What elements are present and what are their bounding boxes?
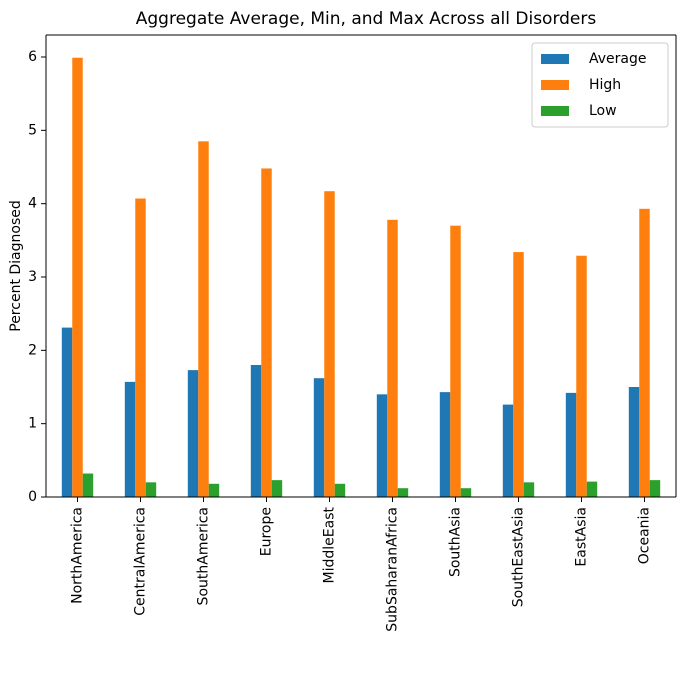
legend-swatch-high [541,80,569,90]
y-tick-label: 3 [28,269,37,285]
bar-high-southamerica [198,141,209,497]
bars-group [61,57,661,498]
x-tick-label: Oceania [637,507,653,564]
bar-high-northamerica [72,57,83,497]
bar-high-subsaharanafrica [387,219,398,498]
bar-low-oceania [649,480,661,497]
legend-swatch-average [541,54,569,64]
x-tick-label: SouthAmerica [196,507,212,605]
chart-title: Aggregate Average, Min, and Max Across a… [136,9,597,29]
y-tick-label: 5 [28,122,37,138]
y-tick-label: 2 [28,342,37,358]
x-tick-label: Europe [259,507,275,556]
y-tick-label: 4 [28,196,37,212]
bar-average-middleeast [313,378,325,497]
y-tick-label: 0 [28,489,37,505]
bar-high-europe [261,168,272,497]
bar-low-eastasia [586,481,598,497]
bar-low-southamerica [208,483,220,497]
bar-average-eastasia [565,392,577,497]
bar-average-centralamerica [124,381,136,497]
bar-low-centralamerica [145,482,157,497]
bar-average-oceania [628,387,640,497]
bar-average-southasia [439,392,451,497]
y-axis-label: Percent Diagnosed [8,200,24,332]
bar-high-oceania [639,208,650,498]
legend-label-high: High [589,77,621,93]
axes-group [45,34,677,498]
bar-average-southamerica [187,370,199,497]
bar-high-centralamerica [135,198,146,497]
legend-swatch-low [541,106,569,116]
bar-low-middleeast [334,483,346,497]
bar-low-europe [271,480,283,497]
bar-average-subsaharanafrica [376,394,388,497]
bar-high-middleeast [324,191,335,497]
bar-low-southasia [460,488,472,497]
legend: Average High Low [531,42,669,128]
x-tick-label: SouthAsia [448,507,464,577]
bar-average-europe [250,365,262,497]
x-tick-label: MiddleEast [322,506,338,583]
bar-high-southeastasia [513,252,524,497]
y-tick-label: 1 [28,416,37,432]
bar-high-southasia [450,225,461,498]
bar-low-southeastasia [523,482,535,497]
x-tick-label: NorthAmerica [70,507,86,604]
bar-average-southeastasia [502,404,514,497]
x-tick-label: SubSaharanAfrica [385,507,401,632]
x-tick-label: SouthEastAsia [511,507,527,607]
bar-low-subsaharanafrica [397,488,409,497]
x-tick-label: CentralAmerica [133,507,149,616]
ticks-group: NorthAmerica CentralAmerica SouthAmerica Eu… [28,49,652,632]
x-tick-label: EastAsia [574,507,590,567]
legend-label-low: Low [589,103,617,119]
bar-low-northamerica [82,473,94,497]
bar-average-northamerica [61,327,73,497]
y-tick-label: 6 [28,49,37,65]
legend-label-average: Average [589,51,647,67]
bar-high-eastasia [576,255,587,497]
